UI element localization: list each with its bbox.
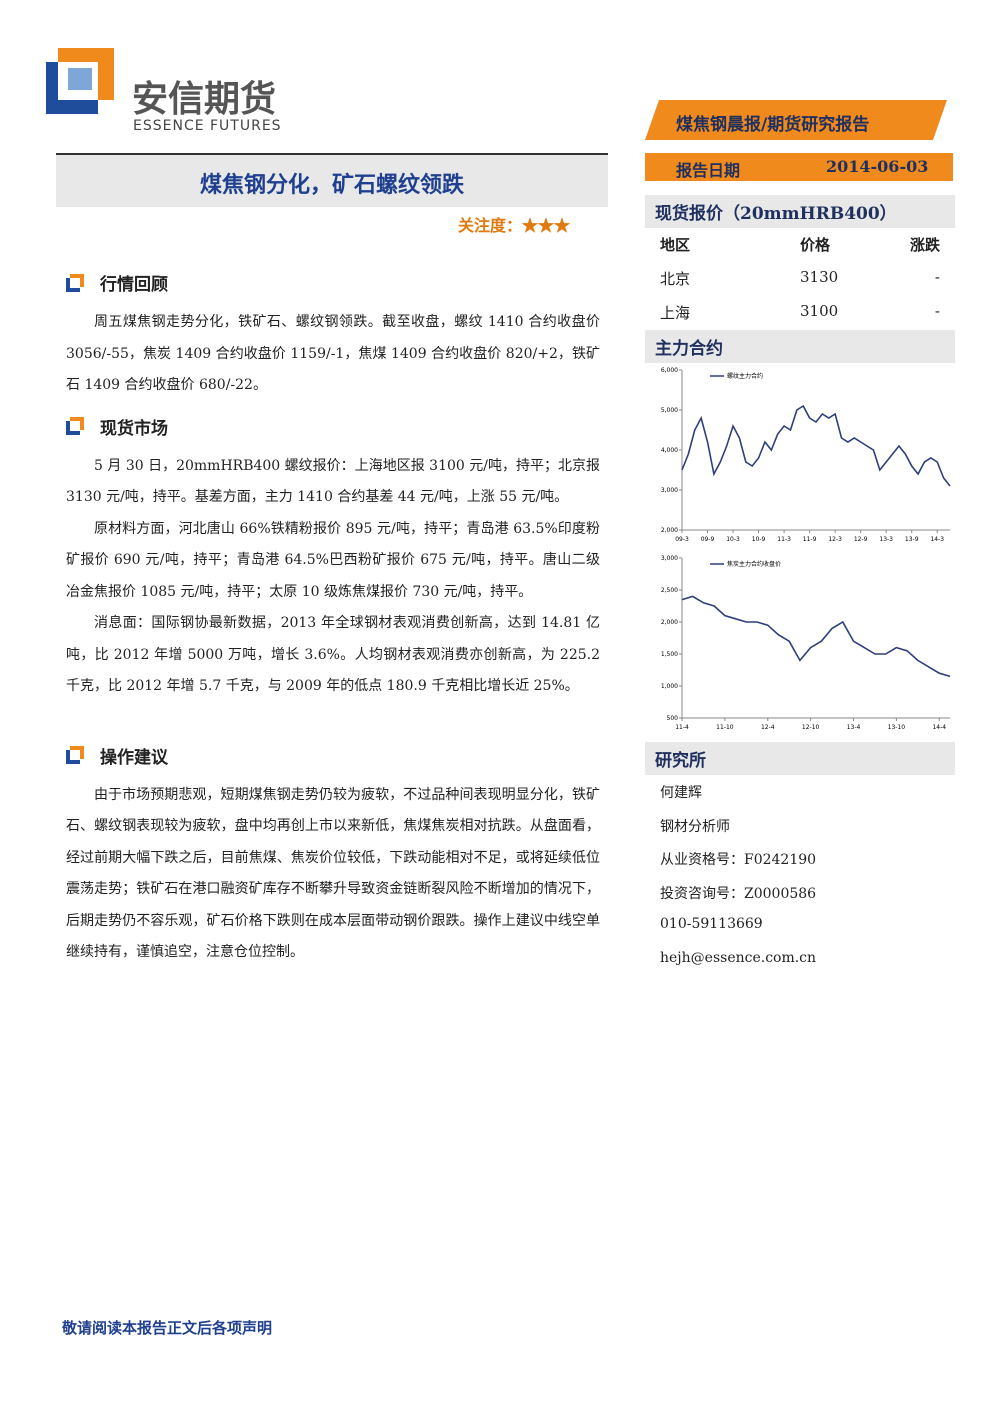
y-tick-label: 1,500 bbox=[661, 651, 678, 658]
paragraph: 消息面：国际钢协最新数据，2013 年全球钢材表观消费创新高，达到 14.81 … bbox=[66, 615, 600, 694]
x-tick-label: 12-10 bbox=[802, 724, 820, 731]
cell: - bbox=[934, 302, 940, 320]
section-heading-row: 操作建议 bbox=[66, 743, 600, 768]
x-tick-label: 11-10 bbox=[716, 724, 734, 731]
cell: 涨跌 bbox=[910, 236, 941, 254]
series-line bbox=[681, 404, 951, 487]
cell: 3100 bbox=[800, 302, 839, 320]
x-tick-label: 12-3 bbox=[828, 536, 842, 543]
section-heading: 行情回顾 bbox=[100, 275, 168, 295]
section: 操作建议由于市场预期悲观，短期煤焦钢走势仍较为疲软，不过品种间表现明显分化，铁矿… bbox=[66, 743, 600, 969]
chart: 2,000 3,000 4,000 5,000 6,000 09-3 09-9 10-3 10-… bbox=[661, 367, 951, 543]
y-tick-label: 5,000 bbox=[661, 407, 678, 414]
table-header: 地区 价格 涨跌 bbox=[660, 234, 940, 268]
x-tick-label: 12-9 bbox=[854, 536, 868, 543]
institute-line: 钢材分析师 bbox=[660, 818, 730, 835]
x-tick-label: 13-4 bbox=[847, 724, 861, 731]
x-tick-label: 13-9 bbox=[905, 536, 919, 543]
institute: 何建辉钢材分析师从业资格号：F0242190 投资咨询号：Z0000586 010-… bbox=[660, 782, 816, 984]
date-bar bbox=[645, 153, 953, 181]
section-icon bbox=[66, 273, 84, 292]
x-tick-label: 11-9 bbox=[803, 536, 817, 543]
date: 2014-06-03 bbox=[826, 157, 929, 176]
title: 煤焦钢分化，矿石螺纹领跌 bbox=[199, 172, 464, 198]
legend-label: 焦炭主力合约收盘价 bbox=[727, 560, 781, 568]
paragraph: 由于市场预期悲观，短期煤焦钢走势仍较为疲软，不过品种间表现明显分化，铁矿石、螺纹… bbox=[66, 786, 600, 961]
y-tick-label: 4,000 bbox=[661, 447, 678, 454]
banner-bg bbox=[645, 100, 947, 140]
footer: 敬请阅读本报告正文后各项声明 bbox=[62, 1319, 273, 1337]
cell: 3130 bbox=[800, 268, 839, 286]
x-tick-label: 09-3 bbox=[675, 536, 689, 543]
section-heading: 现货市场 bbox=[100, 418, 168, 439]
main-heading: 主力合约 bbox=[645, 330, 955, 363]
y-tick-label: 2,000 bbox=[661, 527, 678, 534]
paragraph: 5 月 30 日，20mmHRB400 螺纹报价：上海地区报 3100 元/吨，… bbox=[66, 457, 600, 506]
x-tick-label: 12-4 bbox=[761, 724, 775, 731]
institute-line: hejh@essence.com.cn bbox=[660, 949, 817, 966]
section-heading: 操作建议 bbox=[100, 747, 168, 768]
logo-mark bbox=[46, 48, 114, 114]
section-icon bbox=[66, 746, 84, 764]
spot-table: 地区 价格 涨跌北京 3130 - 上海 3100 - bbox=[660, 234, 940, 336]
spot-heading: 现货报价（20mmHRB400） bbox=[645, 195, 955, 228]
cell: - bbox=[934, 268, 940, 286]
cell: 北京 bbox=[660, 270, 691, 288]
section: 现货市场 5 月 30 日，20mmHRB400 螺纹报价：上海地区报 3100 … bbox=[66, 414, 600, 703]
table-row: 上海 3100 - bbox=[660, 302, 940, 336]
x-tick-label: 11-4 bbox=[675, 724, 689, 731]
cell: 地区 bbox=[660, 236, 691, 254]
banner: 煤焦钢晨报/期货研究报告 bbox=[676, 115, 870, 135]
logo-cn: 安信期货 bbox=[132, 79, 277, 120]
institute-line: 010-59113669 bbox=[660, 916, 763, 933]
section-heading-row: 现货市场 bbox=[66, 414, 600, 439]
cell: 上海 bbox=[660, 304, 691, 322]
institute-heading: 研究所 bbox=[645, 742, 955, 775]
x-tick-label: 09-9 bbox=[701, 536, 715, 543]
y-tick-label: 6,000 bbox=[661, 367, 678, 374]
y-tick-label: 3,000 bbox=[661, 487, 678, 494]
paragraph: 周五煤焦钢走势分化，铁矿石、螺纹钢领跌。截至收盘，螺纹 1410 合约收盘价 3… bbox=[66, 314, 600, 393]
y-tick-label: 3,000 bbox=[661, 555, 678, 562]
table-row: 北京 3130 - bbox=[660, 268, 940, 302]
institute-line: 投资咨询号：Z0000586 bbox=[660, 885, 817, 902]
x-tick-label: 10-9 bbox=[752, 536, 766, 543]
logo-en: ESSENCE FUTURES bbox=[133, 118, 282, 134]
section-heading-row: 行情回顾 bbox=[66, 270, 600, 295]
cell: 价格 bbox=[800, 236, 831, 254]
x-tick-label: 11-3 bbox=[777, 536, 791, 543]
x-tick-label: 13-3 bbox=[879, 536, 893, 543]
title-bar bbox=[56, 153, 608, 207]
series-line bbox=[681, 595, 951, 678]
y-tick-label: 500 bbox=[667, 715, 679, 722]
institute-line: 何建辉 bbox=[660, 785, 702, 801]
x-tick-label: 14-4 bbox=[932, 724, 946, 731]
institute-line: 从业资格号：F0242190 bbox=[660, 852, 817, 869]
sections: 行情回顾周五煤焦钢走势分化，铁矿石、螺纹钢领跌。截至收盘，螺纹 1410 合约收… bbox=[66, 270, 600, 969]
y-tick-label: 2,000 bbox=[661, 619, 678, 626]
section-icon bbox=[66, 417, 84, 435]
chart: 500 1,000 1,500 2,000 2,500 3,000 11-4 11-10 12-… bbox=[661, 555, 951, 731]
y-tick-label: 2,500 bbox=[661, 587, 678, 594]
y-tick-label: 1,000 bbox=[661, 683, 678, 690]
x-tick-label: 13-10 bbox=[888, 724, 906, 731]
legend-label: 螺纹主力合约 bbox=[727, 372, 763, 380]
paragraph: 原材料方面，河北唐山 66%铁精粉报价 895 元/吨，持平；青岛港 63.5%… bbox=[66, 520, 600, 600]
section: 行情回顾周五煤焦钢走势分化，铁矿石、螺纹钢领跌。截至收盘，螺纹 1410 合约收… bbox=[66, 270, 600, 402]
x-tick-label: 14-3 bbox=[930, 536, 944, 543]
date-label: 报告日期 bbox=[676, 161, 741, 180]
attention: 关注度：★★★ bbox=[458, 216, 571, 235]
x-tick-label: 10-3 bbox=[726, 536, 740, 543]
